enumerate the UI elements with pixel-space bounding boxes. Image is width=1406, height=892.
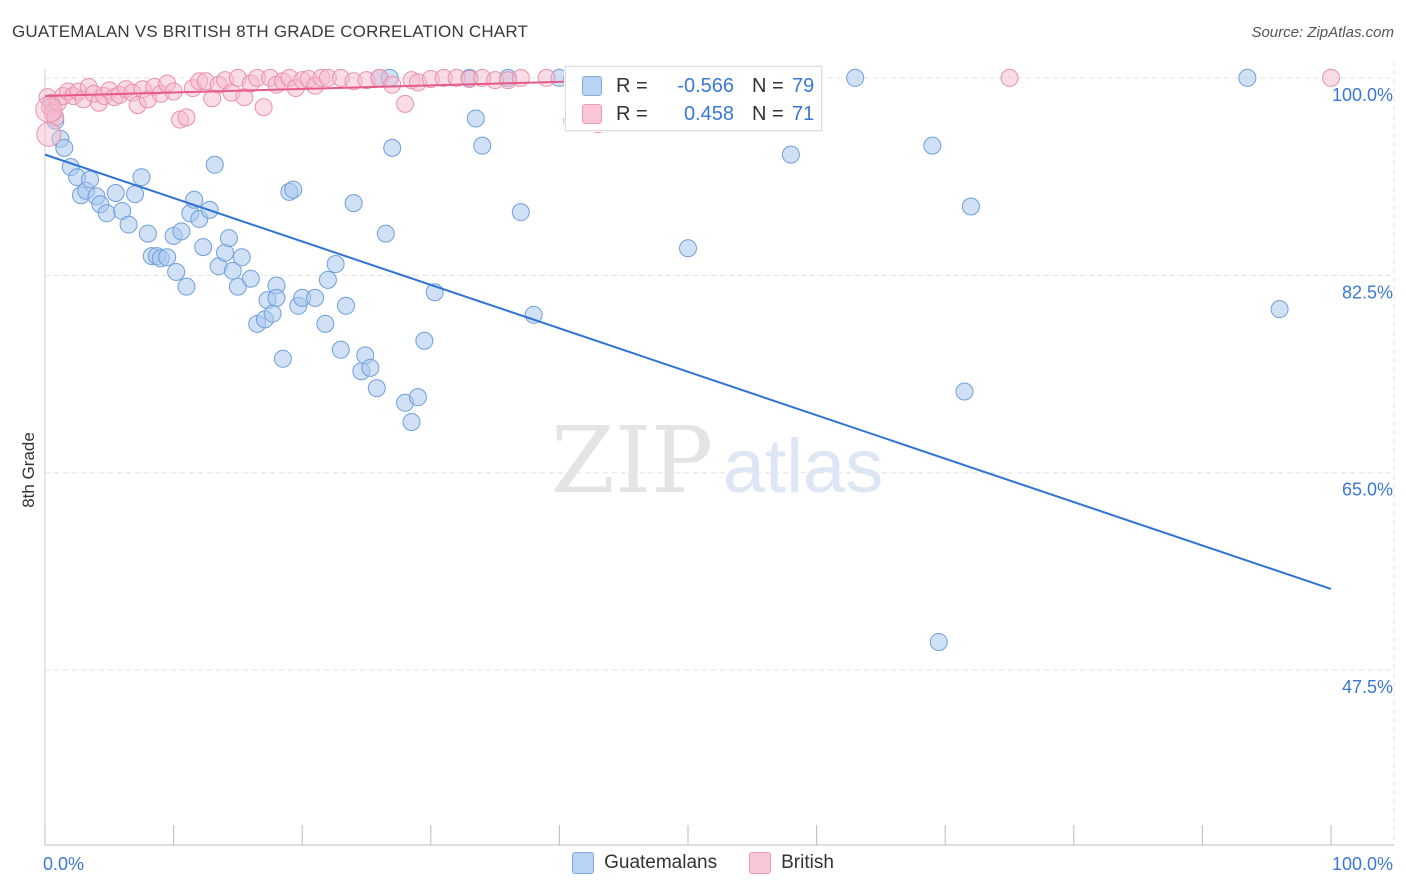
y-tick-label: 47.5%: [1342, 677, 1393, 697]
british-point: [396, 94, 415, 113]
y-tick-label: 82.5%: [1342, 282, 1393, 302]
guatemalans-point: [172, 222, 191, 241]
guatemalans-point: [961, 197, 980, 216]
guatemalans-point: [511, 203, 530, 222]
legend-item-guatemalans[interactable]: Guatemalans: [572, 852, 717, 874]
british-point: [537, 68, 556, 87]
guatemalans-point: [781, 145, 800, 164]
british-point: [383, 75, 402, 94]
guatemalans-point: [126, 185, 145, 204]
guatemalans-point: [97, 204, 116, 223]
guatemalans-point: [466, 109, 485, 128]
british-swatch: [749, 852, 772, 874]
guatemalans-point: [194, 238, 213, 257]
guatemalans-point: [316, 314, 335, 333]
guatemalans-point: [367, 379, 386, 398]
legend-label-british: British: [781, 852, 834, 873]
guatemalans-point: [158, 248, 177, 267]
chart-title: GUATEMALAN VS BRITISH 8TH GRADE CORRELAT…: [12, 22, 529, 41]
guatemalans-point: [81, 170, 100, 189]
guatemalans-point: [331, 340, 350, 359]
guatemalans-point: [273, 349, 292, 368]
guatemalans-point: [119, 215, 138, 234]
axes: [44, 69, 1394, 846]
gridlines: [45, 61, 1395, 845]
guatemalans-point: [55, 138, 74, 157]
n-value: 71: [792, 102, 815, 125]
guatemalans-point: [167, 262, 186, 281]
guatemalans-point: [177, 277, 196, 296]
guatemalans-point: [232, 248, 251, 267]
guatemalans-point: [318, 270, 337, 289]
guatemalans-swatch: [582, 76, 602, 96]
guatemalans-point: [376, 224, 395, 243]
r-value: -0.566: [677, 74, 734, 97]
n-label: N =: [752, 74, 784, 97]
guatemalans-point: [326, 255, 345, 274]
watermark-atlas: atlas: [723, 424, 884, 509]
guatemalans-point: [1238, 68, 1257, 87]
guatemalans-point: [267, 288, 286, 307]
guatemalans-trend-line: [44, 153, 1332, 590]
british-point: [36, 121, 62, 147]
guatemalans-point: [219, 229, 238, 248]
watermark: ZIP atlas: [551, 407, 883, 514]
guatemalans-swatch: [572, 852, 595, 874]
guatemalans-point: [1270, 300, 1289, 319]
guatemalans-point: [383, 138, 402, 157]
british-point: [1322, 68, 1340, 87]
stats-row-british: R = 0.458 N = 71: [582, 99, 814, 129]
guatemalans-point: [132, 168, 151, 187]
guatemalans-point: [336, 296, 355, 315]
y-tick-label: 65.0%: [1342, 480, 1393, 500]
guatemalans-points: [42, 68, 1289, 651]
y-axis-label: 8th Grade: [19, 432, 38, 508]
stats-legend: R = -0.566 N = 79 R = 0.458 N = 71: [565, 66, 822, 131]
n-label: N =: [752, 102, 784, 125]
watermark-zip: ZIP: [551, 407, 713, 514]
r-label: R =: [616, 102, 648, 125]
british-point: [177, 108, 196, 127]
series-legend: Guatemalans British: [0, 852, 1406, 874]
guatemalans-point: [679, 239, 697, 258]
stats-row-guatemalans: R = -0.566 N = 79: [582, 71, 814, 101]
guatemalans-point: [415, 331, 434, 350]
british-swatch: [582, 104, 602, 124]
british-trend-line: [44, 78, 663, 97]
guatemalans-point: [408, 388, 427, 407]
source-label: Source: ZipAtlas.com: [1251, 24, 1394, 41]
guatemalans-point: [241, 269, 260, 288]
r-value: 0.458: [683, 102, 734, 125]
guatemalans-point: [955, 382, 974, 401]
guatemalans-point: [138, 224, 157, 243]
legend-item-british[interactable]: British: [749, 852, 834, 874]
r-label: R =: [616, 74, 648, 97]
guatemalans-point: [263, 304, 282, 323]
guatemalans-point: [473, 136, 492, 155]
guatemalans-point: [402, 412, 421, 431]
n-value: 79: [792, 74, 815, 97]
british-points: [35, 68, 1340, 147]
x-tick-label: 100.0%: [1332, 854, 1393, 874]
british-point: [1000, 68, 1019, 87]
guatemalans-point: [284, 180, 303, 199]
guatemalans-point: [361, 358, 380, 377]
guatemalans-point: [846, 68, 865, 87]
guatemalans-point: [344, 194, 363, 213]
guatemalans-point: [205, 155, 224, 174]
tick-labels: 100.0% 82.5% 65.0% 47.5% 0.0% 100.0%: [43, 85, 1393, 874]
british-point: [254, 98, 273, 117]
guatemalans-point: [923, 136, 942, 155]
british-point: [35, 96, 63, 124]
guatemalans-point: [228, 277, 247, 296]
legend-label-guatemalans: Guatemalans: [604, 852, 718, 873]
guatemalans-point: [929, 632, 948, 651]
trend-lines: [44, 78, 1332, 590]
x-tick-label: 0.0%: [43, 854, 84, 874]
guatemalans-point: [306, 288, 325, 307]
guatemalans-point: [106, 183, 125, 202]
y-tick-label: 100.0%: [1332, 85, 1393, 105]
